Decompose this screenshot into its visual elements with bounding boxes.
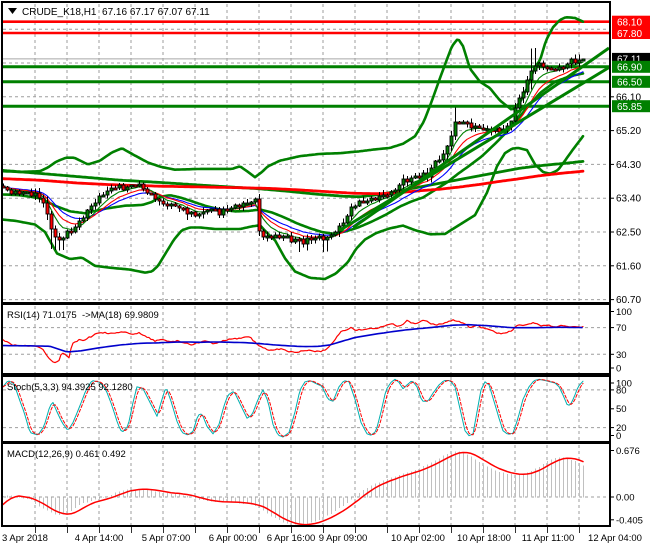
svg-text:6 Apr 16:00: 6 Apr 16:00 xyxy=(267,533,316,544)
svg-text:11 Apr 11:00: 11 Apr 11:00 xyxy=(522,533,574,544)
svg-text:3 Apr 2018: 3 Apr 2018 xyxy=(2,533,48,544)
svg-text:0: 0 xyxy=(616,431,621,442)
svg-text:12 Apr 04:00: 12 Apr 04:00 xyxy=(588,533,642,544)
svg-text:66.90: 66.90 xyxy=(617,63,642,74)
svg-text:CRUDE_K18,H1 67.16 67.17 67.0: CRUDE_K18,H1 67.16 67.17 67.07 67.11 xyxy=(22,7,210,18)
svg-text:0: 0 xyxy=(616,364,621,375)
svg-text:62.50: 62.50 xyxy=(616,228,641,239)
svg-text:60.70: 60.70 xyxy=(616,295,641,306)
svg-text:30: 30 xyxy=(616,350,627,361)
svg-text:4 Apr 14:00: 4 Apr 14:00 xyxy=(75,533,124,544)
svg-text:67.80: 67.80 xyxy=(617,29,642,40)
svg-text:MACD(12,26,9) 0.461 0.492: MACD(12,26,9) 0.461 0.492 xyxy=(7,449,126,460)
svg-text:68.10: 68.10 xyxy=(617,18,642,29)
svg-text:0.676: 0.676 xyxy=(616,446,640,457)
svg-text:-0.405: -0.405 xyxy=(616,515,643,526)
svg-text:64.30: 64.30 xyxy=(616,160,641,171)
svg-text:65.20: 65.20 xyxy=(616,126,641,137)
svg-text:6 Apr 00:00: 6 Apr 00:00 xyxy=(209,533,258,544)
svg-text:10 Apr 18:00: 10 Apr 18:00 xyxy=(457,533,511,544)
svg-text:9 Apr 09:00: 9 Apr 09:00 xyxy=(319,533,368,544)
svg-text:100: 100 xyxy=(616,307,632,318)
svg-text:5 Apr 07:00: 5 Apr 07:00 xyxy=(142,533,191,544)
svg-text:20: 20 xyxy=(616,423,627,434)
svg-text:63.40: 63.40 xyxy=(616,194,641,205)
svg-text:70: 70 xyxy=(616,323,627,334)
svg-text:65.85: 65.85 xyxy=(617,102,642,113)
svg-text:61.60: 61.60 xyxy=(616,261,641,272)
svg-text:RSI(14) 71.0175 ->MA(18) 69.9: RSI(14) 71.0175 ->MA(18) 69.9809 xyxy=(7,310,159,321)
svg-text:100: 100 xyxy=(616,379,632,390)
svg-text:80: 80 xyxy=(616,385,627,396)
svg-text:Stoch(5,3,3) 94.3925 92.1280: Stoch(5,3,3) 94.3925 92.1280 xyxy=(7,382,133,393)
svg-text:67.11: 67.11 xyxy=(617,55,642,66)
svg-text:0.00: 0.00 xyxy=(616,493,635,504)
svg-text:10 Apr 02:00: 10 Apr 02:00 xyxy=(391,533,445,544)
svg-text:50: 50 xyxy=(616,404,627,415)
svg-text:66.10: 66.10 xyxy=(616,92,641,103)
svg-text:66.50: 66.50 xyxy=(617,78,642,89)
